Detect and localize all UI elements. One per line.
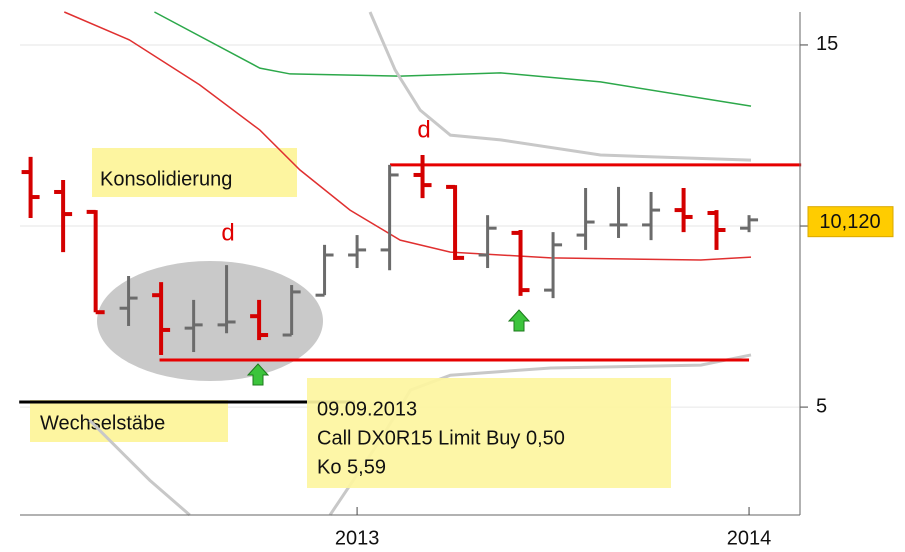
ohlc-bar	[642, 191, 661, 241]
signal-arrow	[507, 309, 531, 332]
ohlc-bar	[707, 210, 726, 250]
ohlc-bar	[740, 215, 759, 233]
ohlc-bar	[21, 156, 40, 219]
ohlc-bar	[282, 285, 301, 337]
indicator-line	[88, 419, 191, 517]
signal-arrow	[246, 363, 270, 386]
order-line: Ko 5,59	[317, 456, 386, 478]
note-box	[92, 148, 297, 197]
order-line: 09.09.2013	[317, 398, 417, 420]
ohlc-bar	[544, 232, 563, 299]
price-box	[807, 206, 894, 238]
signal-label: d	[417, 116, 430, 143]
signal-label: d	[221, 219, 234, 246]
ohlc-bar	[86, 209, 105, 315]
ohlc-bar	[184, 299, 203, 353]
x-tick-label: 2014	[727, 527, 772, 549]
x-tick-label: 2013	[335, 527, 380, 549]
ohlc-bar	[576, 187, 595, 250]
order-box	[307, 378, 671, 488]
ohlc-bar	[250, 299, 269, 341]
ohlc-bar	[152, 282, 171, 355]
ohlc-bar	[380, 164, 399, 271]
ohlc-bar	[217, 265, 236, 334]
ohlc-bar	[54, 180, 73, 253]
ohlc-bar	[674, 187, 693, 233]
order-line: Call DX0R15 Limit Buy 0,50	[317, 427, 565, 449]
ohlc-bar	[348, 235, 367, 269]
ohlc-bar	[315, 244, 334, 297]
ohlc-bar	[119, 275, 138, 326]
background-layer: Konsolidierung Wechselstäbe	[30, 148, 323, 442]
price-label: 10,120	[819, 211, 880, 233]
note-label: Konsolidierung	[100, 168, 232, 190]
ohlc-bar	[446, 184, 465, 261]
note-label: Wechselstäbe	[40, 412, 165, 434]
y-tick-label: 5	[816, 395, 827, 417]
ohlc-bar	[609, 186, 628, 238]
y-tick-label: 15	[816, 33, 838, 55]
indicator-line	[154, 11, 752, 107]
ohlc-bar	[511, 230, 530, 296]
indicator-line	[63, 11, 752, 261]
indicator-line	[368, 11, 752, 162]
consolidation-ellipse	[97, 261, 323, 381]
note-box	[30, 400, 228, 442]
ohlc-bar	[413, 155, 432, 199]
ohlc-bar	[478, 215, 497, 269]
